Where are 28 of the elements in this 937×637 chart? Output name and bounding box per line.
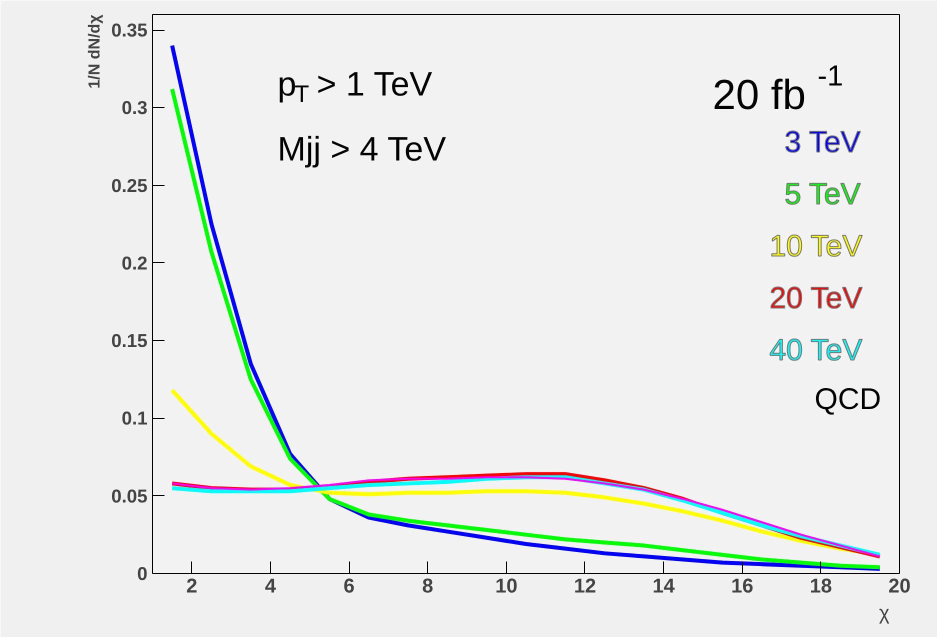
annotation: QCD [814, 383, 882, 416]
y-tick-label: 0 [137, 563, 148, 584]
y-tick-label: 0.3 [122, 97, 148, 118]
y-tick-label: 0.15 [111, 330, 148, 352]
text: 10 TeV [770, 230, 862, 263]
x-tick-label: 10 [495, 576, 518, 598]
y-axis-title: 1/N dN/dχ [86, 14, 104, 89]
x-tick-label: 6 [344, 576, 355, 598]
x-tick-label: 18 [810, 576, 832, 598]
text: 40 TeV [770, 334, 862, 367]
x-axis-title: χ [879, 602, 890, 624]
x-tick-label: 2 [186, 576, 198, 598]
y-tick-label: 0.05 [111, 485, 148, 506]
annotation: Mjj > 4 TeV [278, 130, 446, 168]
x-tick-label: 8 [422, 576, 434, 598]
x-tick-label: 20 [888, 576, 911, 598]
y-tick-label: 0.25 [111, 174, 148, 196]
text: 5 TeV [784, 178, 861, 211]
text: 20 TeV [770, 282, 862, 315]
text: 3 TeV [784, 126, 861, 159]
y-tick-label: 0.35 [111, 20, 148, 41]
x-tick-label: 14 [652, 576, 676, 598]
x-tick-label: 4 [264, 576, 277, 598]
y-tick-label: 0.2 [122, 252, 148, 274]
annotation: 20 fb-1 [712, 60, 844, 118]
y-tick-label: 0.1 [122, 408, 148, 429]
x-tick-label: 16 [731, 576, 754, 598]
x-tick-label: 12 [574, 576, 596, 598]
